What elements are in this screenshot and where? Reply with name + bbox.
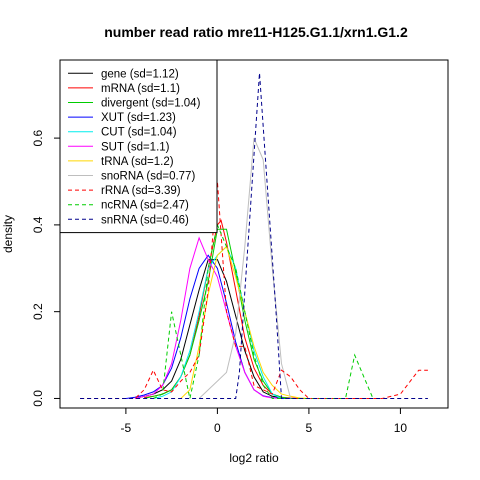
legend: gene (sd=1.12) mRNA (sd=1.1) divergent (sd… [59, 59, 218, 234]
y-axis-label: density [1, 215, 15, 253]
y-tick-label: 0.6 [31, 129, 45, 146]
series-line-5 [134, 236, 282, 399]
x-tick-label: 10 [394, 421, 408, 435]
series-line-7 [198, 137, 292, 399]
legend-entry: ncRNA (sd=2.47) [101, 200, 189, 212]
chart-title: number read ratio mre11-H125.G1.1/xrn1.G… [104, 24, 408, 40]
y-tick-label: 0.0 [31, 390, 45, 407]
legend-entry: divergent (sd=1.04) [101, 98, 201, 110]
x-tick-label: 0 [214, 421, 221, 435]
x-tick-label: 5 [306, 421, 313, 435]
legend-entry: snRNA (sd=0.46) [101, 214, 189, 226]
legend-entry: gene (sd=1.12) [101, 68, 179, 80]
legend-entry: XUT (sd=1.23) [101, 112, 176, 124]
legend-entry: snoRNA (sd=0.77) [101, 171, 195, 183]
x-axis-label: log2 ratio [229, 451, 279, 465]
legend-entry: CUT (sd=1.04) [101, 127, 177, 139]
plot-frame [59, 59, 449, 409]
legend-entry: tRNA (sd=1.2) [101, 156, 174, 168]
legend-entry: rRNA (sd=3.39) [101, 185, 181, 197]
legend-entry: mRNA (sd=1.1) [101, 83, 180, 95]
series-layer [80, 72, 428, 399]
legend-entry: SUT (sd=1.1) [101, 141, 170, 153]
series-line-10 [80, 72, 428, 399]
x-tick-label: -5 [121, 421, 132, 435]
y-tick-label: 0.2 [31, 303, 45, 320]
y-tick-label: 0.4 [31, 216, 45, 233]
